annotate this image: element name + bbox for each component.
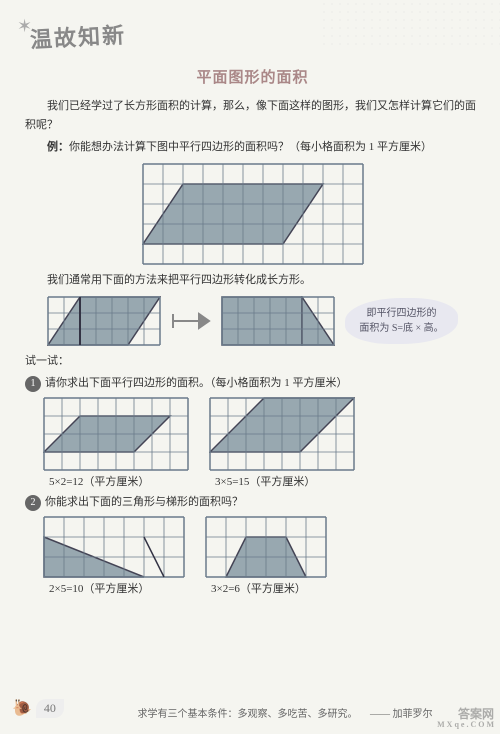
- example-label: 例：: [47, 141, 69, 153]
- section-title: 平面图形的面积: [25, 66, 480, 87]
- q2-row: 2×5=10（平方厘米） 3×2=6（平方厘米）: [43, 516, 480, 596]
- q1-right: 3×5=15（平方厘米）: [209, 397, 355, 489]
- q1-line: 1 请你求出下面平行四边形的面积。（每小格面积为 1 平方厘米）: [25, 374, 480, 393]
- q1-left: 5×2=12（平方厘米）: [43, 397, 189, 489]
- quote-author: —— 加菲罗尔: [370, 709, 433, 720]
- q2-left: 2×5=10（平方厘米）: [43, 516, 185, 596]
- example-grid: [142, 163, 364, 265]
- q1-row: 5×2=12（平方厘米） 3×5=15（平方厘米）: [43, 397, 480, 489]
- q2-right: 3×2=6（平方厘米）: [205, 516, 327, 596]
- q2-left-answer: 2×5=10（平方厘米）: [49, 580, 149, 596]
- transform-left-grid: [47, 296, 161, 346]
- example-text: 你能想办法计算下图中平行四边形的面积吗？（每小格面积为 1 平方厘米）: [69, 141, 432, 153]
- q1-left-grid: [43, 397, 189, 471]
- transform-row: 即平行四边形的 面积为 S=底 × 高。: [25, 296, 480, 346]
- q2-text: 你能求出下面的三角形与梯形的面积吗？: [45, 496, 243, 508]
- arrow-icon: [171, 306, 211, 336]
- q1-left-answer: 5×2=12（平方厘米）: [49, 473, 149, 489]
- cloud-line2: 面积为 S=底 × 高。: [359, 321, 443, 336]
- q1-right-answer: 3×5=15（平方厘米）: [215, 473, 315, 489]
- header: ✶ 温故知新: [25, 10, 480, 60]
- page-number-area: 🐌 40: [12, 698, 64, 718]
- watermark-sub: M X q e . C O M: [437, 721, 494, 730]
- q2-badge: 2: [25, 495, 41, 511]
- quote-text: 求学有三个基本条件：多观察、多吃苦、多研究。: [138, 709, 358, 720]
- intro-text: 我们已经学过了长方形面积的计算，那么，像下面这样的图形，我们又怎样计算它们的面积…: [25, 97, 480, 134]
- example-line: 例：你能想办法计算下图中平行四边形的面积吗？（每小格面积为 1 平方厘米）: [25, 138, 480, 157]
- q2-right-answer: 3×2=6（平方厘米）: [211, 580, 306, 596]
- q2-right-grid: [205, 516, 327, 578]
- formula-cloud: 即平行四边形的 面积为 S=底 × 高。: [345, 298, 457, 344]
- transform-text: 我们通常用下面的方法来把平行四边形转化成长方形。: [25, 271, 480, 290]
- q1-right-grid: [209, 397, 355, 471]
- watermark: 答案网 M X q e . C O M: [437, 708, 494, 730]
- footer-quote: 求学有三个基本条件：多观察、多吃苦、多研究。 —— 加菲罗尔: [90, 705, 480, 720]
- snail-icon: 🐌: [12, 698, 32, 718]
- watermark-main: 答案网: [458, 707, 494, 721]
- transform-right-grid: [221, 296, 335, 346]
- try-label: 试一试：: [25, 352, 480, 371]
- cloud-line1: 即平行四边形的: [359, 306, 443, 321]
- header-title: 温故知新: [29, 18, 127, 55]
- page-content: ✶ 温故知新 平面图形的面积 我们已经学过了长方形面积的计算，那么，像下面这样的…: [0, 0, 500, 630]
- page-number: 40: [36, 699, 64, 718]
- q2-left-grid: [43, 516, 185, 578]
- q2-line: 2 你能求出下面的三角形与梯形的面积吗？: [25, 493, 480, 512]
- q1-badge: 1: [25, 376, 41, 392]
- q1-text: 请你求出下面平行四边形的面积。（每小格面积为 1 平方厘米）: [45, 377, 348, 389]
